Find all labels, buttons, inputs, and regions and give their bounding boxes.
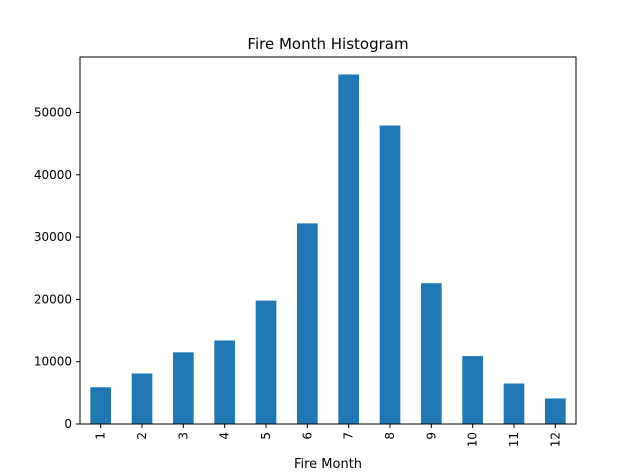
plot-frame xyxy=(79,56,577,425)
bar-month-9 xyxy=(421,283,442,424)
x-tick-label: 1 xyxy=(94,432,108,440)
y-axis: 0 10000 20000 30000 40000 50000 xyxy=(34,105,80,431)
y-tick-label: 30000 xyxy=(34,230,72,244)
bar-month-2 xyxy=(131,373,153,424)
bar-month-6 xyxy=(297,223,318,424)
bar-month-11 xyxy=(503,383,525,424)
x-tick-label: 2 xyxy=(135,432,149,440)
bar-month-12 xyxy=(545,398,566,424)
x-tick-label: 9 xyxy=(424,432,438,440)
chart-title: Fire Month Histogram xyxy=(247,35,408,53)
bars-group xyxy=(90,74,566,424)
x-tick-label: 6 xyxy=(300,432,314,440)
x-tick-label: 3 xyxy=(176,432,190,440)
bar-month-4 xyxy=(214,340,235,424)
x-tick-label: 10 xyxy=(466,432,480,447)
bar-month-10 xyxy=(462,356,483,424)
y-tick-label: 20000 xyxy=(34,292,72,306)
x-axis-label: Fire Month xyxy=(294,457,362,472)
x-tick-label: 11 xyxy=(507,432,521,447)
x-tick-label: 12 xyxy=(548,432,562,447)
y-tick-label: 0 xyxy=(64,417,72,431)
y-tick-label: 40000 xyxy=(34,168,72,182)
bar-month-3 xyxy=(173,352,194,424)
bar-month-1 xyxy=(90,387,111,424)
y-tick-label: 50000 xyxy=(34,105,72,119)
x-tick-label: 5 xyxy=(259,432,273,440)
bar-month-5 xyxy=(255,300,277,424)
x-tick-label: 4 xyxy=(218,432,232,440)
bar-month-8 xyxy=(379,125,401,424)
y-tick-label: 10000 xyxy=(34,355,72,369)
x-tick-label: 8 xyxy=(383,432,397,440)
x-axis: 1 2 3 4 5 6 7 8 9 10 11 12 xyxy=(94,424,562,447)
bar-month-7 xyxy=(338,74,359,424)
x-tick-label: 7 xyxy=(342,432,356,440)
